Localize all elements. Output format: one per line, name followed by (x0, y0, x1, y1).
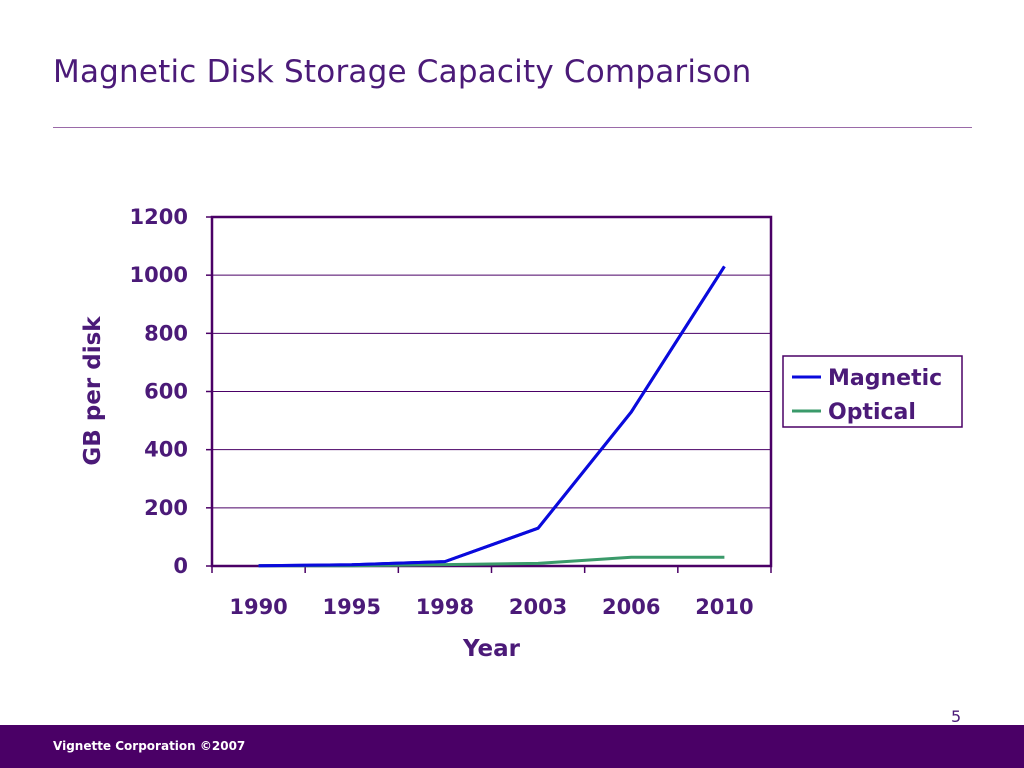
x-tick-label: 1995 (323, 595, 381, 619)
x-tick-label: 1990 (229, 595, 287, 619)
footer-bar (0, 725, 1024, 768)
title-divider (53, 127, 972, 128)
y-axis-title: GB per disk (80, 316, 106, 466)
slide-title: Magnetic Disk Storage Capacity Compariso… (53, 54, 752, 90)
legend-label-magnetic: Magnetic (828, 366, 942, 391)
x-tick-label: 1998 (416, 595, 474, 619)
x-tick-label: 2003 (509, 595, 567, 619)
y-tick-label: 600 (144, 380, 188, 404)
y-tick-label: 400 (144, 438, 188, 462)
y-tick-label: 800 (144, 321, 188, 345)
series-line-magnetic (258, 265, 726, 568)
y-tick-label: 200 (144, 496, 188, 520)
legend-label-optical: Optical (828, 400, 916, 425)
x-tick-label: 2010 (695, 595, 753, 619)
y-tick-label: 1200 (130, 205, 188, 229)
y-tick-label: 0 (173, 554, 188, 578)
page-number: 5 (951, 707, 962, 726)
y-tick-label: 1000 (130, 263, 188, 287)
plot-area-frame (210, 215, 773, 568)
x-tick-label: 2006 (602, 595, 660, 619)
legend-box (782, 355, 963, 428)
x-axis-title: Year (462, 636, 521, 662)
footer-copyright: Vignette Corporation ©2007 (53, 739, 246, 753)
series-line-magnetic-top (258, 265, 726, 568)
